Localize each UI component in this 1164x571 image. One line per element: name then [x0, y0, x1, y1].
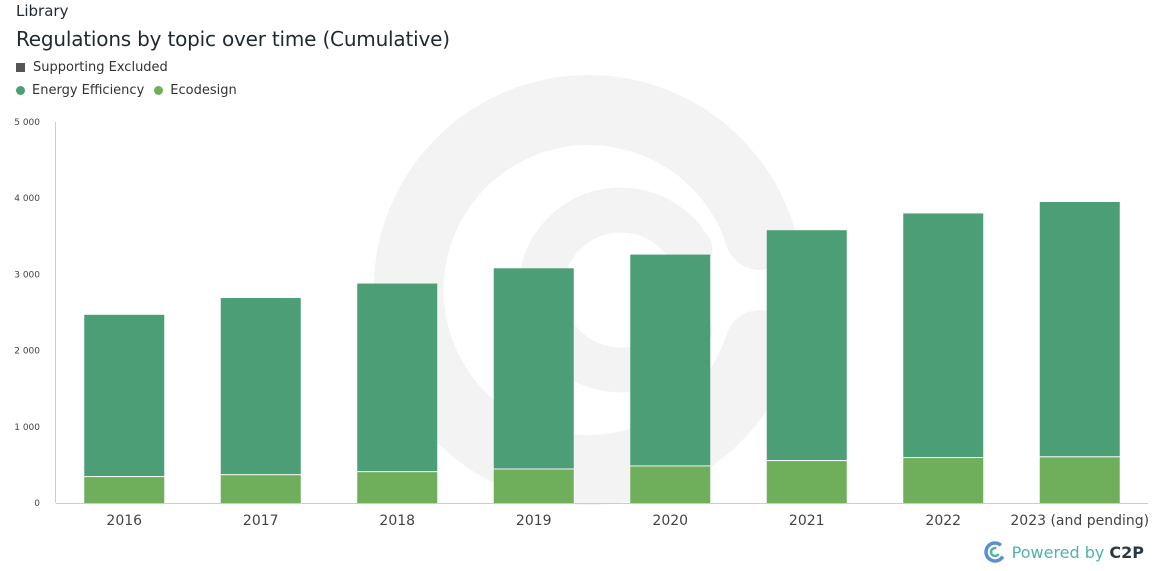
legend-label-energy-efficiency: Energy Efficiency — [32, 83, 145, 98]
bar-ecodesign[interactable] — [903, 458, 984, 503]
bar-energy-efficiency[interactable] — [630, 254, 711, 466]
y-tick-label: 3 000 — [14, 270, 40, 280]
legend-label-excluded: Supporting Excluded — [33, 60, 168, 75]
x-tick-label: 2018 — [379, 513, 415, 529]
chart-axes: 0 1 000 2 000 3 000 4 000 5 000 — [14, 118, 1148, 509]
x-tick-label: 2017 — [243, 513, 279, 529]
x-tick-label: 2019 — [516, 513, 552, 529]
legend-dot-icon — [16, 86, 25, 95]
bar-ecodesign[interactable] — [220, 475, 301, 503]
bar-ecodesign[interactable] — [766, 461, 847, 503]
legend-dot-icon — [154, 86, 164, 95]
powered-by-brand[interactable]: Powered by C2P — [983, 541, 1144, 563]
y-tick-label: 0 — [34, 499, 40, 509]
bar-energy-efficiency[interactable] — [1039, 202, 1120, 457]
powered-by-label: Powered by — [1011, 542, 1105, 562]
bar-ecodesign[interactable] — [493, 469, 574, 503]
x-tick-label: 2022 — [925, 513, 961, 529]
bar-ecodesign[interactable] — [630, 466, 711, 503]
legend-label-ecodesign: Ecodesign — [170, 83, 237, 98]
legend-square-icon — [16, 63, 25, 72]
breadcrumb-library[interactable]: Library — [16, 2, 69, 20]
bar-energy-efficiency[interactable] — [357, 283, 438, 472]
x-axis-labels: 2016 2017 2018 2019 2020 2021 2022 2023 (and pe… — [106, 513, 1149, 529]
bar-energy-efficiency[interactable] — [84, 314, 165, 477]
bar-energy-efficiency[interactable] — [766, 230, 847, 461]
bar-ecodesign[interactable] — [84, 477, 165, 503]
x-tick-label: 2023 (and pending) — [1010, 513, 1149, 529]
chart-title: Regulations by topic over time (Cumulati… — [16, 27, 450, 51]
bar-ecodesign[interactable] — [357, 472, 438, 503]
chart-bars — [84, 202, 1120, 503]
y-tick-label: 4 000 — [14, 194, 40, 204]
y-tick-label: 1 000 — [14, 423, 40, 433]
bar-energy-efficiency[interactable] — [220, 298, 301, 475]
legend-item-energy-efficiency[interactable]: Energy Efficiency — [16, 83, 144, 98]
x-tick-label: 2021 — [789, 513, 825, 529]
legend-excluded[interactable]: Supporting Excluded — [16, 60, 168, 75]
c2p-logo-icon — [983, 541, 1006, 563]
legend-item-ecodesign[interactable]: Ecodesign — [154, 83, 237, 98]
y-tick-label: 2 000 — [14, 347, 40, 357]
bar-ecodesign[interactable] — [1039, 457, 1120, 503]
y-tick-label: 5 000 — [14, 118, 40, 128]
bar-energy-efficiency[interactable] — [493, 268, 574, 469]
x-tick-label: 2016 — [106, 513, 142, 529]
bar-energy-efficiency[interactable] — [903, 213, 984, 458]
brand-name: C2P — [1109, 542, 1144, 562]
x-tick-label: 2020 — [652, 513, 688, 529]
legend: Energy Efficiency Ecodesign — [16, 83, 247, 98]
